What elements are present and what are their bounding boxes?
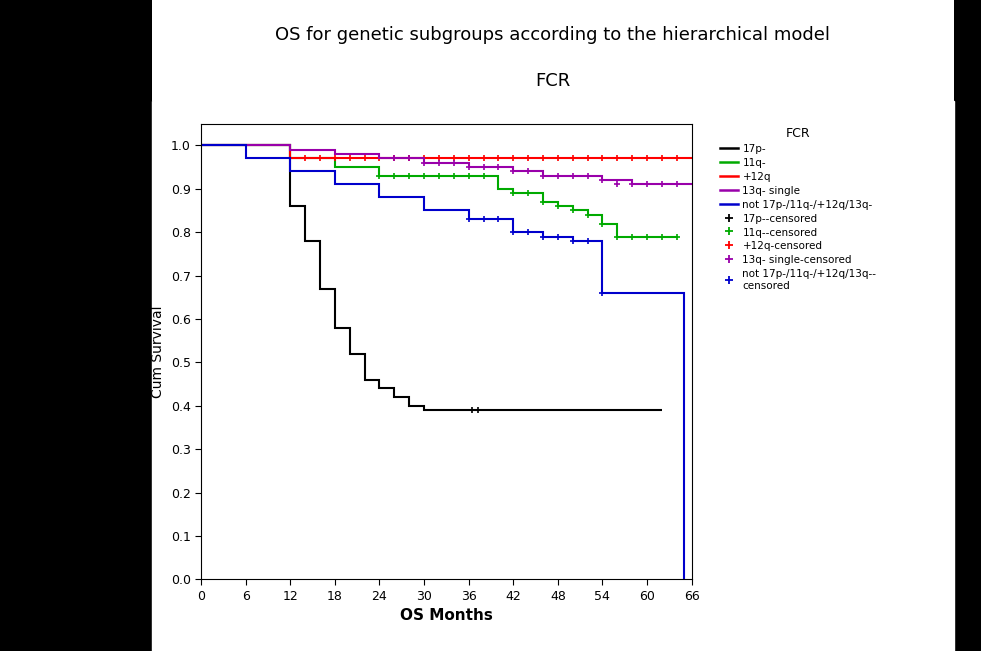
- Y-axis label: Cum Survival: Cum Survival: [151, 305, 165, 398]
- Legend: 17p-, 11q-, +12q, 13q- single, not 17p-/11q-/+12q/13q-, 17p--censored, 11q--cens: 17p-, 11q-, +12q, 13q- single, not 17p-/…: [716, 124, 880, 294]
- X-axis label: OS Months: OS Months: [400, 609, 492, 624]
- Text: OS for genetic subgroups according to the hierarchical model: OS for genetic subgroups according to th…: [276, 26, 830, 44]
- Text: FCR: FCR: [536, 72, 570, 90]
